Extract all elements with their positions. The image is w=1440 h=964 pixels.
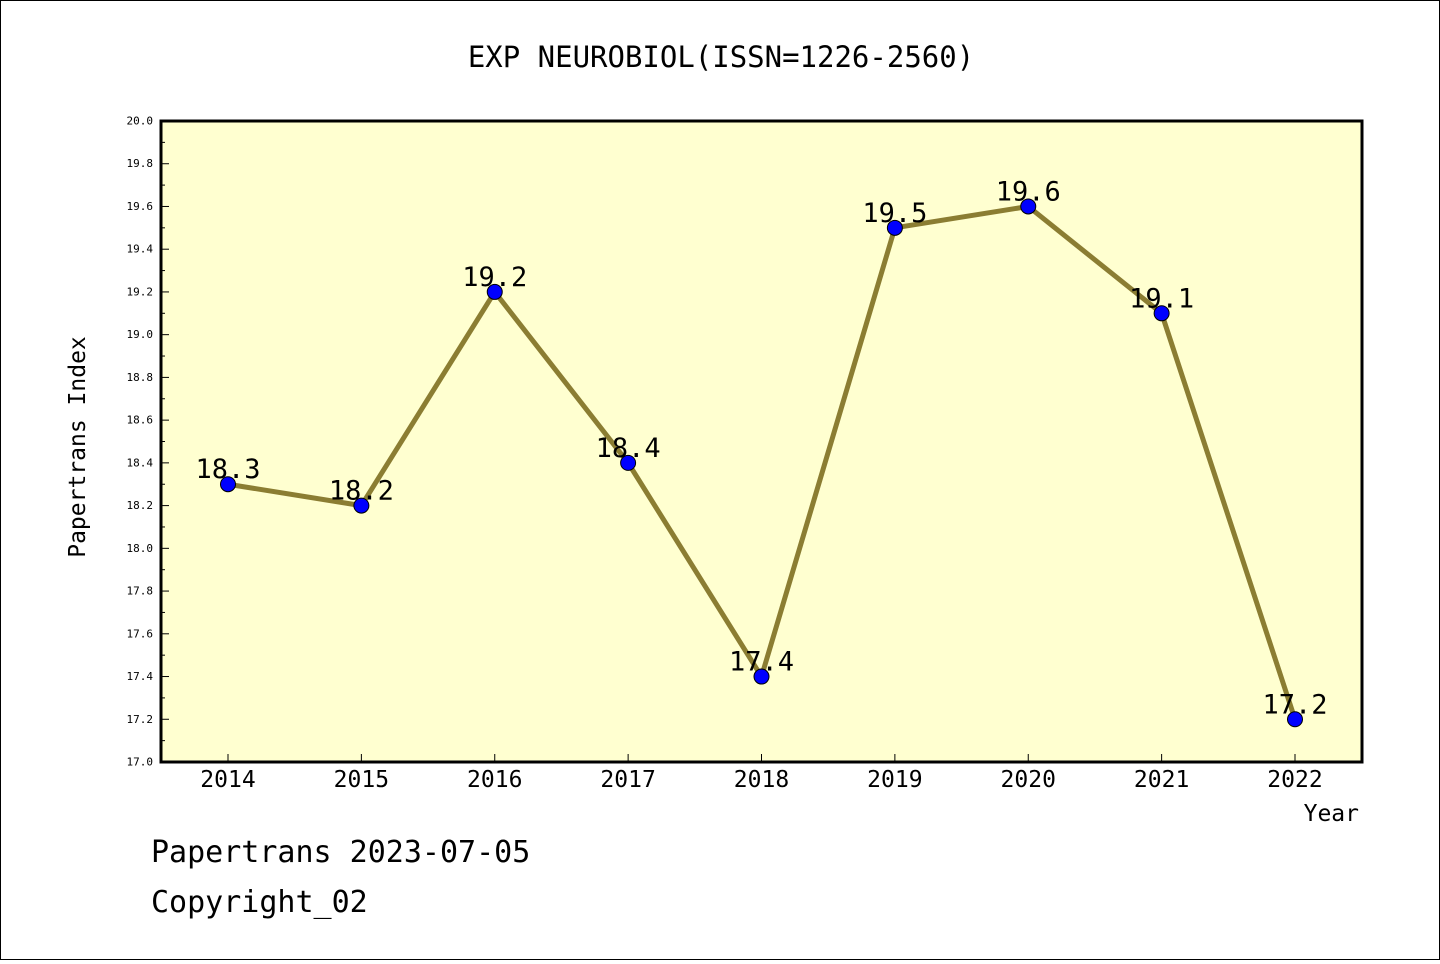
y-tick-label: 18.0 — [127, 542, 154, 555]
x-tick-label: 2020 — [1001, 767, 1056, 793]
data-point-marker — [620, 454, 637, 471]
plot-border — [159, 119, 1364, 764]
y-tick-label: 18.8 — [127, 371, 154, 384]
data-point-label: 18.3 — [195, 454, 260, 485]
data-point-label: 18.4 — [596, 433, 661, 464]
footer-date-line: Papertrans 2023-07-05 — [151, 835, 531, 870]
data-point-label: 17.4 — [729, 647, 794, 678]
plot-area — [161, 121, 1362, 762]
x-tick-label: 2021 — [1134, 767, 1189, 793]
x-tick-label: 2018 — [734, 767, 789, 793]
data-point-label: 19.5 — [862, 198, 927, 229]
x-tick-label: 2014 — [200, 767, 255, 793]
chart-title: EXP NEUROBIOL(ISSN=1226-2560) — [468, 40, 974, 74]
series-group — [220, 198, 1303, 728]
y-tick-label: 19.0 — [127, 328, 154, 341]
y-tick-label: 17.2 — [127, 713, 154, 726]
footer-copyright-line: Copyright_02 — [151, 885, 368, 920]
data-point-marker — [486, 283, 503, 300]
x-tick-label: 2017 — [600, 767, 655, 793]
y-tick-label: 19.2 — [127, 285, 154, 298]
data-point-marker — [1153, 305, 1170, 322]
data-point-label: 19.2 — [462, 262, 527, 293]
data-labels: 18.3 18.2 19.2 18.4 17.4 19.5 19.6 19.1 17.2 — [195, 176, 1327, 720]
y-axis: 17.0 17.2 17.4 17.6 17.8 18.0 18.2 18.4 18.6 18.8… — [127, 115, 169, 769]
y-tick-label: 17.6 — [127, 627, 154, 640]
y-tick-label: 17.4 — [127, 670, 154, 683]
data-point-marker — [220, 476, 236, 493]
data-point-marker — [353, 497, 370, 514]
y-tick-label: 18.6 — [127, 414, 154, 427]
y-tick-label: 19.8 — [127, 157, 154, 170]
x-tick-label: 2019 — [867, 767, 922, 793]
y-tick-label: 18.4 — [127, 456, 154, 469]
x-tick-label: 2022 — [1267, 767, 1322, 793]
y-tick-label: 20.0 — [127, 115, 154, 128]
data-point-label: 17.2 — [1262, 689, 1327, 720]
y-tick-label: 17.0 — [127, 756, 154, 769]
y-tick-label: 17.8 — [127, 585, 154, 598]
data-point-label: 18.2 — [329, 476, 394, 507]
data-point-label: 19.1 — [1129, 283, 1194, 314]
data-point-marker — [1020, 198, 1037, 215]
y-tick-label: 19.4 — [127, 243, 154, 256]
x-axis: 2014 2015 2016 2017 2018 2019 2020 2021 2022 — [200, 754, 1323, 793]
x-tick-label: 2016 — [467, 767, 522, 793]
x-axis-label: Year — [1304, 801, 1359, 827]
x-tick-label: 2015 — [334, 767, 389, 793]
data-point-marker — [753, 668, 770, 685]
data-point-marker — [886, 219, 903, 236]
data-point-label: 19.6 — [996, 176, 1061, 207]
data-point-marker — [1287, 711, 1303, 728]
y-axis-label: Papertrans Index — [65, 336, 91, 558]
y-tick-label: 19.6 — [127, 200, 154, 213]
y-tick-label: 18.2 — [127, 499, 154, 512]
